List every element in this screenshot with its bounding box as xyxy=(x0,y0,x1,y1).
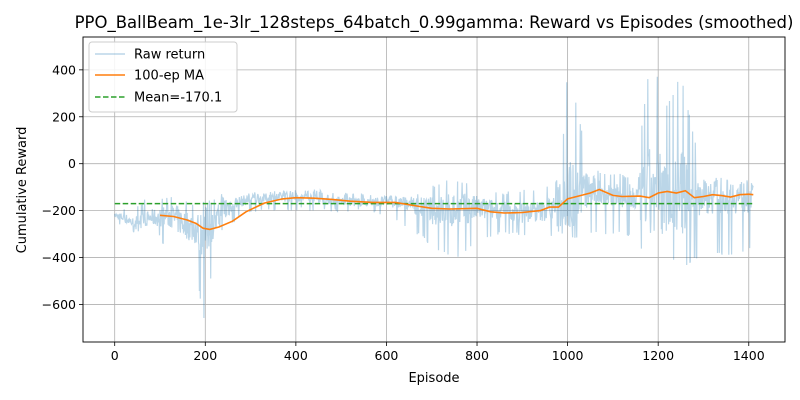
y-tick-label: 400 xyxy=(52,62,76,77)
chart-title: PPO_BallBeam_1e-3lr_128steps_64batch_0.9… xyxy=(75,13,794,33)
legend-box xyxy=(88,41,238,113)
legend-label: 100-ep MA xyxy=(134,69,204,84)
y-tick-label: −600 xyxy=(42,297,76,312)
x-tick-label: 1200 xyxy=(642,348,674,363)
x-axis-label: Episode xyxy=(408,371,459,386)
axis-ticks: 0 200 400 600 800 1000 1200 1400 −600 −400 −200 0 20… xyxy=(42,62,765,363)
x-tick-label: 1400 xyxy=(733,348,765,363)
x-tick-label: 400 xyxy=(284,348,308,363)
y-tick-label: 0 xyxy=(68,156,76,171)
plot-frame xyxy=(82,36,786,343)
x-tick-label: 200 xyxy=(193,348,217,363)
x-tick-label: 600 xyxy=(375,348,399,363)
legend-label: Raw return xyxy=(134,48,205,63)
x-tick-label: 0 xyxy=(111,348,119,363)
x-tick-label: 1000 xyxy=(552,348,584,363)
y-tick-label: 200 xyxy=(52,109,76,124)
y-tick-label: −200 xyxy=(42,203,76,218)
y-axis-label: Cumulative Reward xyxy=(15,127,30,254)
x-tick-label: 800 xyxy=(465,348,489,363)
y-tick-label: −400 xyxy=(42,250,76,265)
legend: Raw return 100-ep MA Mean=-170.1 xyxy=(88,41,238,113)
moving-average-line xyxy=(159,188,754,231)
raw-return-series xyxy=(114,76,754,319)
legend-label: Mean=-170.1 xyxy=(134,91,222,106)
moving-average-series xyxy=(159,188,754,231)
raw-return-line xyxy=(114,76,754,319)
